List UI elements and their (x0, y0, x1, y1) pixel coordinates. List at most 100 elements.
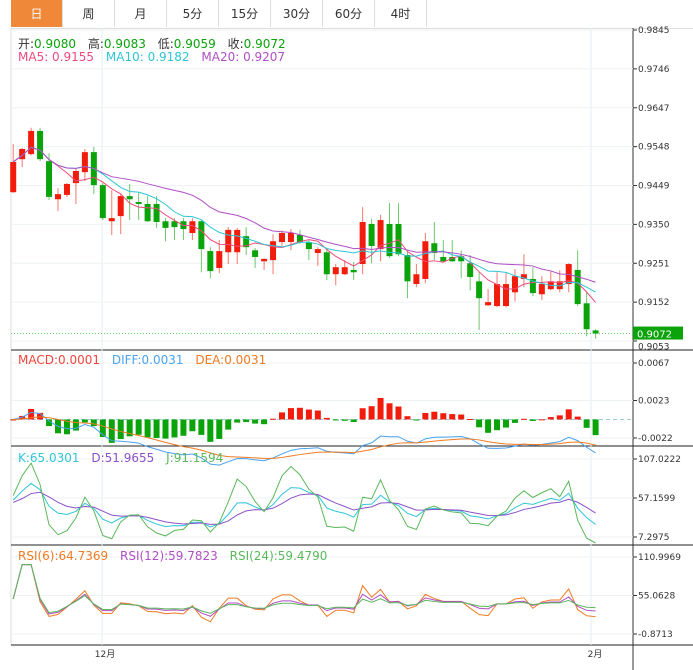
ma20-line (12, 146, 596, 283)
candle-down (198, 221, 205, 250)
open-label: 开: (18, 37, 35, 51)
candle-up (234, 229, 241, 253)
candle-up (81, 152, 88, 173)
macd-bar (467, 419, 474, 421)
macd-bar (458, 414, 465, 420)
macd-bar (270, 418, 277, 420)
candle-up (279, 233, 285, 243)
candle-up (538, 284, 545, 295)
candle-down (574, 269, 581, 305)
candle-up (485, 302, 492, 306)
macd-bar (413, 419, 420, 421)
macd-tick-label: 0.0067 (638, 359, 670, 369)
candle-up (287, 233, 294, 243)
macd-bar (46, 419, 53, 427)
tab-day[interactable]: 日 (11, 0, 63, 27)
macd-bar (171, 419, 178, 438)
macd-bar (81, 419, 88, 423)
candle-down (305, 242, 312, 250)
candle-down (243, 236, 250, 248)
candle-up (189, 221, 196, 234)
candle-down (126, 196, 133, 200)
macd-bar (449, 414, 456, 420)
diff-line (13, 411, 596, 466)
candle-down (296, 234, 303, 243)
price-tick-label: 0.9053 (638, 343, 670, 353)
candle-up (314, 249, 321, 254)
macd-bar (520, 418, 527, 420)
macd-bar (180, 419, 187, 436)
candle-down (350, 269, 357, 273)
macd-value: MACD:0.0001 (18, 353, 101, 367)
candle-down (404, 255, 411, 282)
macd-bar (37, 412, 44, 420)
low-label: 低: (157, 37, 174, 51)
macd-bar (332, 419, 339, 421)
candle-up (63, 183, 70, 195)
macd-bar (592, 419, 599, 436)
candle-down (153, 203, 160, 223)
macd-bar (10, 419, 17, 421)
macd-bar (395, 406, 402, 420)
j-line (12, 462, 596, 544)
price-tick-label: 0.9152 (638, 298, 670, 308)
macd-bar (440, 413, 447, 420)
macd-bar (225, 419, 232, 430)
macd-bar (422, 413, 429, 420)
tab-60min[interactable]: 60分 (323, 0, 375, 27)
candle-up (117, 196, 124, 217)
candle-down (171, 221, 178, 228)
x-axis-label: 12月 (95, 649, 115, 660)
tab-month[interactable]: 月 (115, 0, 167, 27)
macd-bar (547, 417, 554, 420)
tab-4hour[interactable]: 4时 (375, 0, 427, 27)
macd-bar (368, 406, 375, 420)
macd-bar (135, 419, 142, 435)
macd-bar (494, 419, 501, 431)
macd-bar (305, 409, 312, 420)
high-number: 0.9083 (103, 37, 146, 51)
candle-down (162, 221, 169, 228)
close-label: 收: (227, 37, 244, 51)
candle-up (377, 220, 384, 250)
candle-down (583, 303, 590, 330)
macd-bar (287, 408, 294, 420)
macd-bar (117, 419, 124, 440)
tab-5min[interactable]: 5分 (167, 0, 219, 27)
macd-bar (144, 419, 151, 438)
last-price-tag (633, 326, 683, 340)
candle-up (341, 267, 348, 275)
macd-bar (126, 419, 133, 437)
candle-up (225, 229, 232, 253)
price-tick-label: 0.9845 (638, 26, 670, 36)
candle-up (19, 148, 26, 160)
ma10-value: MA10: 0.9182 (105, 50, 190, 64)
open-number: 0.9080 (34, 37, 77, 51)
tab-15min[interactable]: 15分 (219, 0, 271, 27)
tab-week[interactable]: 周 (63, 0, 115, 27)
macd-bar (72, 419, 79, 431)
price-tick-label: 0.9251 (638, 259, 670, 269)
j-value: J:91.1594 (166, 451, 224, 465)
macd-bar (252, 419, 259, 424)
candle-up (332, 267, 339, 275)
macd-tick-label: 0.0023 (638, 397, 670, 407)
price-tick-label: 0.9548 (638, 143, 670, 153)
candle-up (520, 274, 527, 279)
diff-value: DIFF:0.0031 (111, 353, 184, 367)
macd-bar (350, 419, 357, 422)
candle-up (55, 194, 61, 200)
macd-bar (485, 419, 492, 433)
candle-up (72, 170, 79, 184)
candle-up (511, 276, 518, 293)
tab-30min[interactable]: 30分 (271, 0, 323, 27)
rsi-tick-label: 110.9969 (638, 553, 681, 563)
last-price-label: 0.9072 (637, 330, 672, 341)
candle-up (494, 284, 501, 307)
macd-bar (583, 419, 590, 428)
candle-up (359, 222, 366, 265)
macd-bar (162, 419, 169, 439)
price-tick-label: 0.9449 (638, 182, 670, 192)
macd-bar (529, 419, 536, 421)
